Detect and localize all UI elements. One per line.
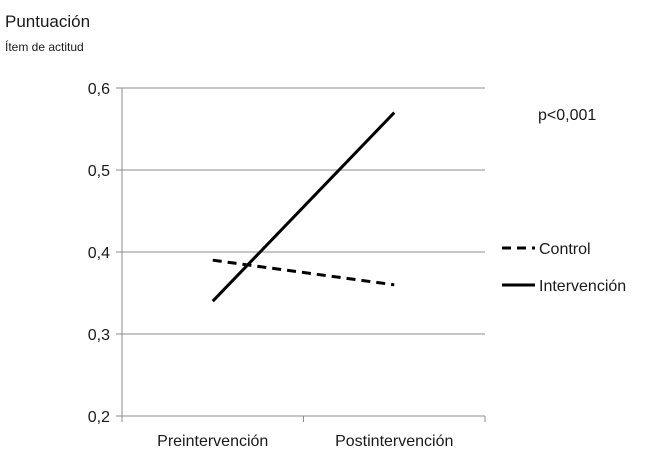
legend-label: Intervención: [539, 278, 626, 295]
chart-subtitle: Ítem de actitud: [5, 39, 84, 54]
y-tick-label: 0,4: [88, 245, 110, 262]
series-line-intervenci-n: [211, 111, 396, 303]
y-tick-label: 0,6: [88, 81, 110, 98]
p-value-annotation: p<0,001: [538, 107, 596, 124]
y-tick-label: 0,2: [88, 409, 110, 426]
x-tick-label: Postintervención: [335, 433, 453, 450]
series-lines: [211, 111, 396, 303]
series-line-control: [212, 258, 395, 287]
y-tick-label: 0,5: [88, 163, 110, 180]
y-tick-label: 0,3: [88, 327, 110, 344]
gridlines: [122, 87, 485, 335]
x-tick-label: Preintervención: [157, 433, 268, 450]
legend-label: Control: [539, 241, 591, 258]
x-tick-labels: Preintervención Postintervención: [157, 433, 453, 450]
axes: [116, 87, 486, 422]
y-tick-labels: 0,2 0,3 0,4 0,5 0,6: [88, 81, 110, 426]
legend: Control Intervención: [502, 241, 626, 295]
chart-title: Puntuación: [5, 12, 90, 31]
